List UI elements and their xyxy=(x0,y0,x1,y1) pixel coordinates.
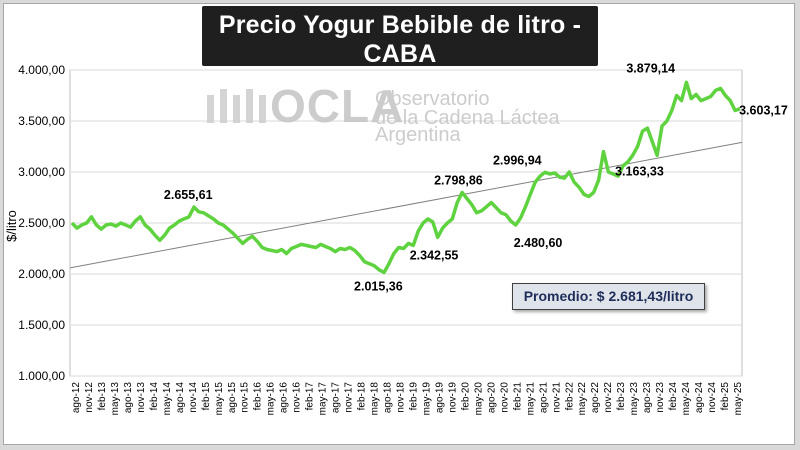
x-tick-label: nov-22 xyxy=(603,382,614,413)
data-label: 2.996,94 xyxy=(493,153,542,167)
data-label: 2.798,86 xyxy=(434,174,483,188)
x-tick-label: nov-24 xyxy=(707,382,718,413)
title-box: Precio Yogur Bebible de litro - CABA - a… xyxy=(202,6,598,88)
y-axis-ticks: 1.000,00 1.500,00 2.000,00 2.500,00 3.000,00… xyxy=(18,63,65,383)
y-tick-label: 2.500,00 xyxy=(18,216,65,230)
x-tick-label: ago-14 xyxy=(175,382,186,414)
x-tick-label: may-21 xyxy=(525,382,536,416)
x-tick-label: may-18 xyxy=(370,382,381,416)
x-tick-label: may-14 xyxy=(162,382,173,416)
x-tick-label: feb-23 xyxy=(616,382,627,411)
x-tick-label: feb-20 xyxy=(460,382,471,411)
x-tick-label: feb-19 xyxy=(408,382,419,411)
x-tick-label: feb-21 xyxy=(512,382,523,411)
x-tick-label: ago-13 xyxy=(123,382,134,414)
x-tick-label: ago-12 xyxy=(71,382,82,414)
x-tick-label: ago-15 xyxy=(227,382,238,414)
x-tick-label: ago-22 xyxy=(590,382,601,414)
logo-line-2: de la Cadena Láctea xyxy=(375,107,560,129)
data-label: 3.163,33 xyxy=(615,164,664,178)
x-tick-label: may-22 xyxy=(577,382,588,416)
data-label: 2.015,36 xyxy=(354,279,403,293)
x-tick-label: nov-23 xyxy=(655,382,666,413)
x-axis-ticks: ago-12 nov-12 feb-13 may-13 ago-13 nov-13 feb-… xyxy=(71,382,744,416)
x-tick-label: nov-21 xyxy=(551,382,562,413)
data-label: 2.655,61 xyxy=(164,188,213,202)
series-line xyxy=(70,80,741,275)
x-tick-label: feb-22 xyxy=(564,382,575,411)
data-labels: 2.655,61 2.015,36 2.342,55 2.798,86 2.480,60… xyxy=(164,61,788,293)
x-tick-label: feb-13 xyxy=(97,382,108,411)
x-tick-label: ago-24 xyxy=(694,382,705,414)
logo-line-3: Argentina xyxy=(375,124,461,146)
gridlines xyxy=(70,69,742,377)
logo-word: OCLA xyxy=(270,80,404,132)
data-label: 2.480,60 xyxy=(514,236,563,250)
x-tick-label: ago-20 xyxy=(486,382,497,414)
x-tick-label: nov-12 xyxy=(84,382,95,413)
data-label: 3.603,17 xyxy=(739,103,788,117)
x-tick-label: nov-13 xyxy=(136,382,147,413)
x-tick-label: may-20 xyxy=(473,382,484,416)
logo-mark-icon xyxy=(207,89,266,123)
x-tick-label: may-16 xyxy=(266,382,277,416)
x-tick-label: feb-24 xyxy=(668,382,679,411)
y-tick-label: 1.500,00 xyxy=(18,318,65,332)
data-label: 2.342,55 xyxy=(410,248,459,262)
logo-line-1: Observatorio xyxy=(375,88,490,110)
x-tick-label: may-13 xyxy=(110,382,121,416)
x-tick-label: feb-25 xyxy=(720,382,731,411)
y-tick-label: 3.000,00 xyxy=(18,165,65,179)
y-axis-label: $/litro xyxy=(4,210,19,242)
x-tick-label: nov-16 xyxy=(292,382,303,413)
x-tick-label: ago-17 xyxy=(331,382,342,414)
x-tick-label: may-25 xyxy=(733,382,744,416)
y-tick-label: 3.500,00 xyxy=(18,114,65,128)
average-box: Promedio: $ 2.681,43/litro xyxy=(512,283,705,310)
x-tick-label: feb-17 xyxy=(305,382,316,411)
trend-line xyxy=(69,141,743,269)
x-tick-label: nov-18 xyxy=(396,382,407,413)
x-tick-label: feb-18 xyxy=(357,382,368,411)
x-tick-label: feb-15 xyxy=(201,382,212,411)
x-tick-label: ago-23 xyxy=(642,382,653,414)
chart-subtitle: - ajustado por IPC - xyxy=(334,71,466,88)
y-tick-label: 1.000,00 xyxy=(18,369,65,383)
x-tick-label: may-19 xyxy=(421,382,432,416)
x-tick-label: may-17 xyxy=(318,382,329,416)
x-tick-label: nov-20 xyxy=(499,382,510,413)
x-tick-label: nov-14 xyxy=(188,382,199,413)
x-tick-label: nov-17 xyxy=(344,382,355,413)
data-label: 3.879,14 xyxy=(626,61,675,75)
y-tick-label: 2.000,00 xyxy=(18,267,65,281)
x-tick-label: may-24 xyxy=(681,382,692,416)
x-tick-label: ago-18 xyxy=(383,382,394,414)
ocla-logo: OCLA Observatorio de la Cadena Láctea Ar… xyxy=(207,80,560,146)
x-tick-label: ago-19 xyxy=(434,382,445,414)
x-tick-label: nov-19 xyxy=(447,382,458,413)
y-tick-label: 4.000,00 xyxy=(18,63,65,77)
x-tick-label: feb-14 xyxy=(149,382,160,411)
x-tick-label: feb-16 xyxy=(253,382,264,411)
x-tick-label: may-15 xyxy=(214,382,225,416)
x-tick-label: ago-21 xyxy=(538,382,549,414)
chart-title: Precio Yogur Bebible de litro - CABA xyxy=(218,11,582,68)
x-tick-label: nov-15 xyxy=(240,382,251,413)
x-tick-label: may-23 xyxy=(629,382,640,416)
x-tick-label: ago-16 xyxy=(279,382,290,414)
